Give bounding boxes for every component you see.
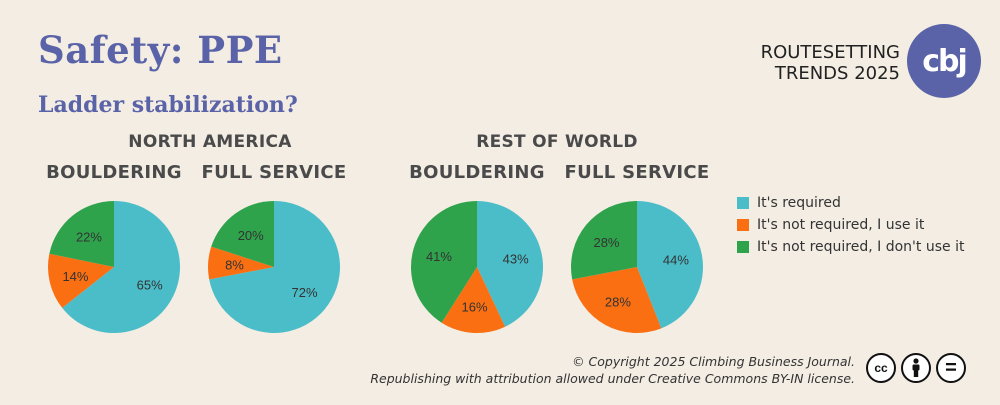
data-label: 16%	[461, 300, 487, 315]
data-label: 44%	[663, 253, 689, 268]
data-label: 41%	[426, 249, 452, 264]
page-title: Safety: PPE	[38, 28, 283, 72]
data-label: 72%	[291, 285, 317, 300]
legend-item-required: It's required	[737, 192, 964, 214]
brand-text: ROUTESETTING TRENDS 2025	[761, 42, 900, 84]
segment-label-na-bouldering: BOULDERING	[46, 162, 182, 183]
legend-swatch-not-required-dont	[737, 241, 749, 253]
legend: It's required It's not required, I use i…	[737, 192, 964, 258]
segment-label-na-full-service: FULL SERVICE	[201, 162, 347, 183]
license-icons: cc =	[866, 353, 966, 383]
data-label: 8%	[225, 258, 244, 273]
data-label: 43%	[503, 251, 529, 266]
by-person-icon	[901, 353, 931, 383]
page-subtitle: Ladder stabilization?	[38, 92, 298, 118]
slice-required	[62, 201, 181, 333]
data-label: 28%	[593, 235, 619, 250]
legend-label-required: It's required	[757, 195, 841, 211]
copyright-line-1: © Copyright 2025 Climbing Business Journ…	[572, 354, 855, 369]
slice-not-required-use	[572, 267, 662, 333]
slice-required	[637, 201, 703, 329]
brand-line-2: TRENDS 2025	[774, 63, 900, 84]
legend-swatch-not-required-use	[737, 219, 749, 231]
cbj-logo: cbj	[907, 24, 981, 98]
data-label: 28%	[605, 295, 631, 310]
slice-not-required-dont	[49, 201, 114, 267]
legend-item-not-required-dont: It's not required, I don't use it	[737, 236, 964, 258]
copyright-line-2: Republishing with attribution allowed un…	[370, 371, 855, 386]
slice-not-required-use	[48, 253, 114, 308]
slice-not-required-dont	[410, 201, 477, 323]
segment-label-row-full-service: FULL SERVICE	[564, 162, 710, 183]
brand-line-1: ROUTESETTING	[760, 42, 900, 63]
copyright-notice: © Copyright 2025 Climbing Business Journ…	[370, 353, 855, 387]
data-label: 14%	[62, 269, 88, 284]
data-label: 65%	[137, 277, 163, 292]
cc-icon: cc	[866, 353, 896, 383]
legend-swatch-required	[737, 197, 749, 209]
legend-label-not-required-use: It's not required, I use it	[757, 217, 925, 233]
legend-item-not-required-use: It's not required, I use it	[737, 214, 964, 236]
data-label: 22%	[76, 229, 102, 244]
data-label: 20%	[238, 228, 264, 243]
slice-not-required-use	[441, 267, 506, 334]
region-rest-of-world: REST OF WORLD	[476, 132, 638, 152]
slice-required	[477, 201, 544, 327]
segment-label-row-bouldering: BOULDERING	[409, 162, 545, 183]
legend-label-not-required-dont: It's not required, I don't use it	[757, 239, 965, 255]
region-north-america: NORTH AMERICA	[128, 132, 292, 152]
slice-not-required-dont	[211, 201, 274, 267]
nd-equals-icon: =	[936, 353, 966, 383]
slice-not-required-dont	[571, 201, 637, 280]
slice-not-required-use	[207, 246, 274, 280]
slice-required	[209, 201, 340, 334]
